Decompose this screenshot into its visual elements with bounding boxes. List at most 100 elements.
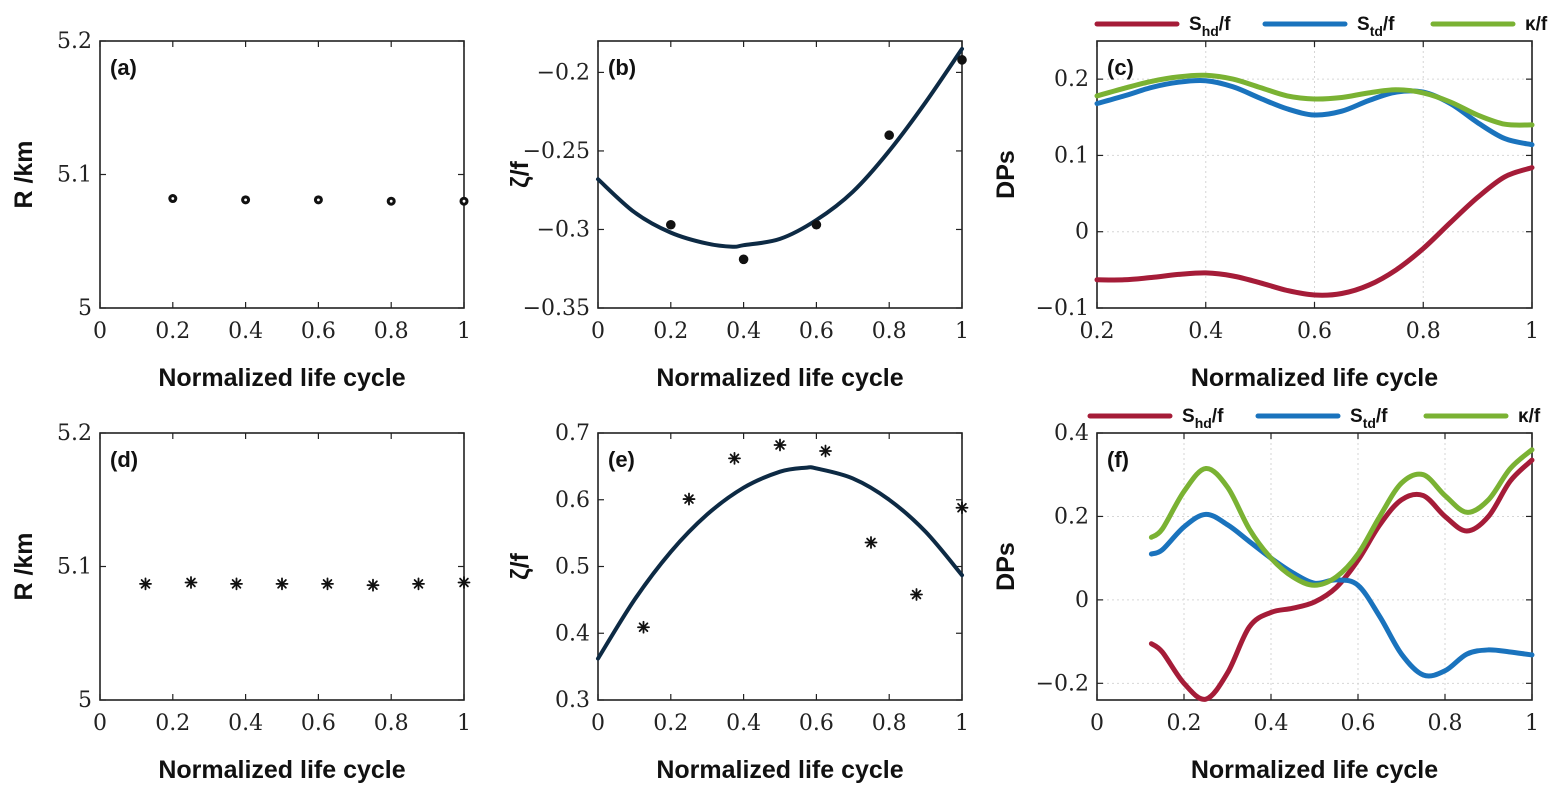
data-point-3 — [386, 196, 396, 206]
data-points — [637, 438, 969, 634]
fit-curve — [596, 46, 964, 249]
axes-frame — [99, 432, 465, 701]
legend-label: Shd/f — [1189, 14, 1231, 39]
panel-label: (a) — [110, 55, 137, 80]
data-point-6 — [910, 588, 923, 601]
y-tick-label: −0.3 — [537, 217, 590, 242]
data-point-0 — [666, 219, 676, 230]
x-tick-label: 0.8 — [872, 319, 907, 344]
x-tick-label: 0.4 — [1254, 711, 1289, 736]
x-tick-label: 0.8 — [872, 711, 907, 736]
x-tick-label: 0.2 — [653, 711, 688, 736]
y-tick-label: −0.25 — [523, 139, 590, 164]
legend: Shd/f Std/f κ/f — [1087, 406, 1541, 431]
panel-a: 0 0.2 0.4 0.6 0.8 1 5 5.1 5.2 Normalized life cyc… — [10, 29, 471, 392]
data-point-4 — [459, 196, 469, 206]
data-point-5 — [366, 578, 380, 592]
data-point-4 — [819, 444, 832, 458]
data-point-7 — [457, 576, 471, 589]
y-tick-label: 5.1 — [57, 555, 92, 580]
panel-label: (b) — [608, 55, 636, 80]
x-tick-label: 0.2 — [1167, 711, 1202, 736]
y-tick-label: 5.2 — [57, 421, 92, 446]
y-tick-label: 0 — [1075, 220, 1089, 245]
y-tick-label: −0.35 — [523, 296, 590, 321]
series-line-hd — [1148, 457, 1535, 702]
legend-label: κ/f — [1518, 406, 1541, 427]
legend-entry-td: Std/f — [1255, 406, 1388, 431]
data-point-1 — [241, 195, 251, 205]
y-tick-label: 0.7 — [555, 421, 590, 446]
x-tick-label: 0.8 — [1406, 319, 1441, 344]
panel-d: 0 0.2 0.4 0.6 0.8 1 5 5.1 5.2 Normalized life cyc… — [10, 421, 471, 784]
x-tick-label: 0 — [1090, 711, 1104, 736]
x-tick-label: 1 — [955, 711, 969, 736]
data-point-1 — [682, 492, 696, 506]
x-tick-label: 0.4 — [228, 319, 263, 344]
legend-entry-td: Std/f — [1262, 14, 1395, 39]
data-points — [666, 55, 967, 265]
data-points — [139, 576, 471, 592]
x-tick-label: 1 — [457, 711, 471, 736]
x-tick-label: 0.6 — [799, 319, 834, 344]
y-tick-label: 0.1 — [1054, 143, 1089, 168]
y-axis-label: DPs — [992, 542, 1020, 591]
panel-b: 0 0.2 0.4 0.6 0.8 1 −0.35 −0.3 −0.25 −0.2 Normaliz… — [506, 40, 969, 392]
data-point-0 — [168, 194, 178, 204]
y-tick-label: 0.3 — [555, 688, 590, 713]
series-line-kappa — [1148, 447, 1535, 588]
data-point-2 — [313, 195, 323, 205]
x-tick-label: 0.6 — [799, 711, 834, 736]
panel-e: 0 0.2 0.4 0.6 0.8 1 0.3 0.4 0.5 0.6 0.7 Normalized … — [506, 421, 969, 784]
grid-lines — [1096, 432, 1533, 700]
y-tick-label: 5.2 — [57, 29, 92, 54]
y-tick-label: 0 — [1075, 588, 1089, 613]
x-tick-label: 0.6 — [1297, 319, 1332, 344]
x-tick-label: 1 — [457, 319, 471, 344]
legend-entry-kappa: κ/f — [1423, 406, 1541, 427]
x-tick-label: 0 — [93, 319, 107, 344]
x-tick-label: 0.4 — [1188, 319, 1223, 344]
legend-entry-hd: Shd/f — [1087, 406, 1224, 431]
y-tick-label: 0.2 — [1054, 504, 1089, 529]
x-tick-label: 0.4 — [726, 711, 761, 736]
x-tick-label: 0 — [591, 319, 605, 344]
data-point-4 — [957, 55, 967, 65]
data-point-1 — [738, 254, 749, 265]
x-tick-label: 0.6 — [301, 319, 336, 344]
x-tick-label: 0.2 — [1080, 319, 1115, 344]
data-point-5 — [864, 536, 878, 549]
x-axis-label: Normalized life cycle — [1191, 756, 1438, 784]
y-axis-label: ζ/f — [506, 552, 534, 579]
axes-frame — [99, 40, 465, 309]
series-line-hd — [1094, 165, 1535, 298]
legend-label: Std/f — [1350, 406, 1388, 431]
data-point-6 — [412, 577, 425, 591]
data-point-2 — [728, 451, 741, 465]
y-axis-label: R /km — [10, 140, 38, 208]
y-tick-label: −0.2 — [537, 60, 590, 85]
legend-label: Shd/f — [1182, 406, 1224, 431]
series-line-kappa — [1094, 72, 1535, 128]
x-axis-label: Normalized life cycle — [158, 756, 405, 784]
x-axis-label: Normalized life cycle — [158, 364, 405, 392]
axes-frame — [1096, 432, 1533, 701]
data-point-2 — [230, 577, 243, 591]
x-tick-label: 0.8 — [374, 711, 409, 736]
y-axis-label: R /km — [10, 532, 38, 600]
panel-c: 0.2 0.4 0.6 0.8 1 −0.1 0 0.1 0.2 Normalized life … — [992, 14, 1548, 392]
x-tick-label: 0 — [93, 711, 107, 736]
x-tick-label: 0.2 — [155, 711, 190, 736]
x-tick-label: 1 — [1525, 711, 1539, 736]
data-point-0 — [637, 620, 650, 634]
data-points — [168, 194, 469, 206]
x-tick-label: 0.2 — [653, 319, 688, 344]
panel-label: (c) — [1107, 55, 1134, 80]
x-tick-label: 0.4 — [228, 711, 263, 736]
series-line-td — [1094, 77, 1535, 148]
y-tick-label: 0.4 — [555, 621, 590, 646]
data-point-3 — [773, 438, 787, 452]
x-axis-label: Normalized life cycle — [1191, 364, 1438, 392]
